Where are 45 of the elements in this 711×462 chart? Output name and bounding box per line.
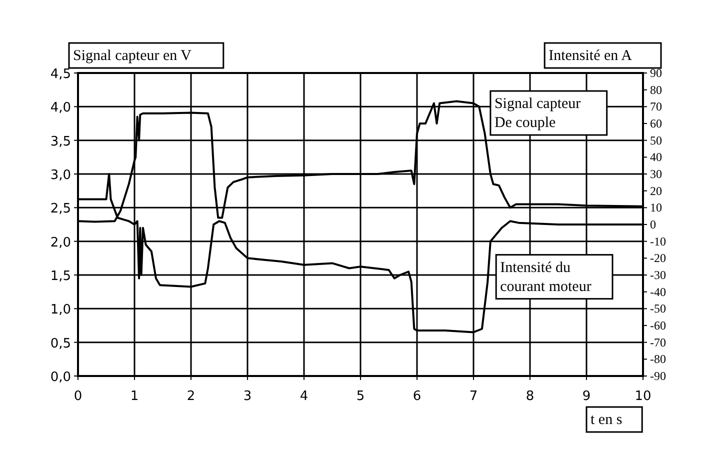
y2-tick-label: 0: [650, 218, 656, 232]
y2-tick-label: 40: [650, 150, 662, 164]
y2-tick-label: 30: [650, 167, 662, 181]
y2-tick-label: 60: [650, 116, 662, 130]
x-tick-label: 8: [526, 389, 534, 404]
y2-tick-label: 80: [650, 82, 662, 97]
y-tick-label: 1,0: [50, 302, 71, 318]
y2-tick-label: -90: [650, 369, 666, 383]
y-tick-label: 3,0: [50, 168, 71, 183]
y2-tick-label: -40: [650, 284, 666, 299]
x-tick-label: 10: [634, 389, 652, 404]
x-tick-label: 3: [243, 389, 252, 404]
y-tick-label: 2,0: [50, 235, 71, 250]
y2-tick-label: -70: [650, 335, 666, 350]
y-tick-label: 0,0: [50, 370, 71, 385]
y-tick-label: 0,5: [50, 336, 71, 352]
x-tick-label: 4: [300, 389, 308, 404]
y-tick-label: 4,5: [50, 67, 71, 82]
y2-tick-label: -80: [650, 352, 666, 366]
y-axis-title: Signal capteur en V: [73, 48, 192, 64]
y2-tick-label: -30: [650, 268, 666, 282]
x-tick-label: 5: [356, 389, 365, 404]
x-tick-label: 6: [412, 389, 422, 404]
series-label: Signal capteur De couple: [494, 96, 581, 131]
y2-axis-title: Intensité en A: [548, 48, 632, 64]
y2-tick-label: 70: [650, 100, 662, 114]
y-tick-label: 3,5: [50, 134, 71, 150]
y2-tick-label: -60: [650, 318, 666, 332]
x-tick-label: 9: [582, 389, 591, 404]
y-tick-label: 2,5: [50, 202, 71, 217]
x-tick-label: 1: [130, 389, 139, 404]
y-tick-label: 1,5: [50, 269, 71, 284]
y2-tick-label: 20: [650, 184, 662, 198]
x-tick-label: 0: [74, 389, 82, 404]
y2-tick-label: -20: [650, 251, 666, 266]
x-tick-label: 7: [469, 389, 478, 404]
x-tick-label: 2: [186, 389, 196, 404]
y2-tick-label: -10: [650, 234, 666, 248]
x-axis-title: t en s: [590, 412, 622, 428]
y2-tick-label: 50: [650, 133, 662, 148]
y-tick-label: 4,0: [50, 100, 71, 116]
series-label: Intensité du courant moteur: [500, 260, 592, 295]
y2-tick-label: 90: [650, 66, 662, 80]
y2-tick-label: 10: [650, 200, 662, 215]
y2-tick-label: -50: [650, 302, 666, 316]
